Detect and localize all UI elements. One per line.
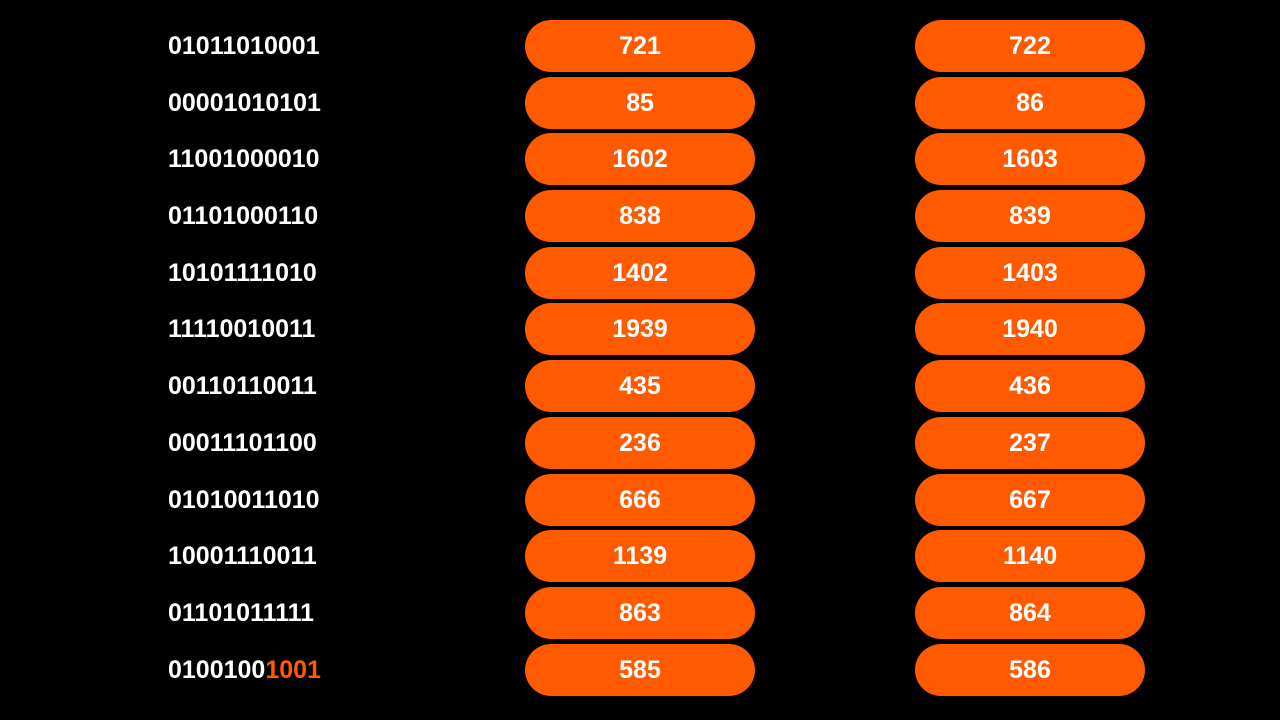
table-row: 11001000010 1602 1603 <box>0 133 1280 190</box>
number-table: 01011010001 721 722 00001010101 85 86 11… <box>0 20 1280 700</box>
next-decimal-pill: 86 <box>915 76 1145 129</box>
decimal-pill: 1939 <box>525 303 755 356</box>
table-row: 00110110011 435 436 <box>0 360 1280 417</box>
next-decimal-pill: 237 <box>915 416 1145 469</box>
table-row: 01101000110 838 839 <box>0 190 1280 247</box>
binary-value: 01001001001 <box>168 655 321 684</box>
table-row: 01001001001 585 586 <box>0 643 1280 701</box>
next-decimal-pill: 1940 <box>915 303 1145 356</box>
decimal-pill: 863 <box>525 586 755 639</box>
table-row: 01010011010 666 667 <box>0 473 1280 531</box>
table-row: 01011010001 721 722 <box>0 20 1280 77</box>
binary-value: 10101111010 <box>168 258 317 287</box>
decimal-pill: 236 <box>525 416 755 469</box>
decimal-pill: 1402 <box>525 246 755 299</box>
decimal-pill: 1139 <box>525 530 755 583</box>
next-decimal-pill: 722 <box>915 20 1145 72</box>
binary-value: 01011010001 <box>168 32 320 60</box>
binary-value: 11001000010 <box>168 145 320 174</box>
binary-value: 10001110011 <box>168 542 317 571</box>
table-row: 10101111010 1402 1403 <box>0 246 1280 304</box>
next-decimal-pill: 436 <box>915 360 1145 413</box>
next-decimal-pill: 667 <box>915 473 1145 526</box>
next-decimal-pill: 1603 <box>915 133 1145 186</box>
table-row: 01101011111 863 864 <box>0 586 1280 644</box>
decimal-pill: 1602 <box>525 133 755 186</box>
binary-value: 11110010011 <box>168 315 316 344</box>
binary-value: 00001010101 <box>168 88 321 117</box>
next-decimal-pill: 1403 <box>915 246 1145 299</box>
binary-value: 01101000110 <box>168 202 319 231</box>
binary-value: 00011101100 <box>168 428 317 457</box>
binary-value: 01010011010 <box>168 485 320 514</box>
decimal-pill: 85 <box>525 76 755 129</box>
table-row: 00001010101 85 86 <box>0 76 1280 134</box>
decimal-pill: 435 <box>525 360 755 413</box>
decimal-pill: 721 <box>525 20 755 72</box>
table-row: 10001110011 1139 1140 <box>0 530 1280 587</box>
binary-value: 01101011111 <box>168 598 315 627</box>
next-decimal-pill: 839 <box>915 190 1145 243</box>
binary-highlight: 1001 <box>265 655 321 684</box>
table-row: 00011101100 236 237 <box>0 416 1280 474</box>
decimal-pill: 838 <box>525 190 755 243</box>
decimal-pill: 666 <box>525 473 755 526</box>
next-decimal-pill: 586 <box>915 643 1145 696</box>
next-decimal-pill: 1140 <box>915 530 1145 583</box>
binary-value: 00110110011 <box>168 372 317 401</box>
next-decimal-pill: 864 <box>915 586 1145 639</box>
table-row: 11110010011 1939 1940 <box>0 303 1280 360</box>
decimal-pill: 585 <box>525 643 755 696</box>
